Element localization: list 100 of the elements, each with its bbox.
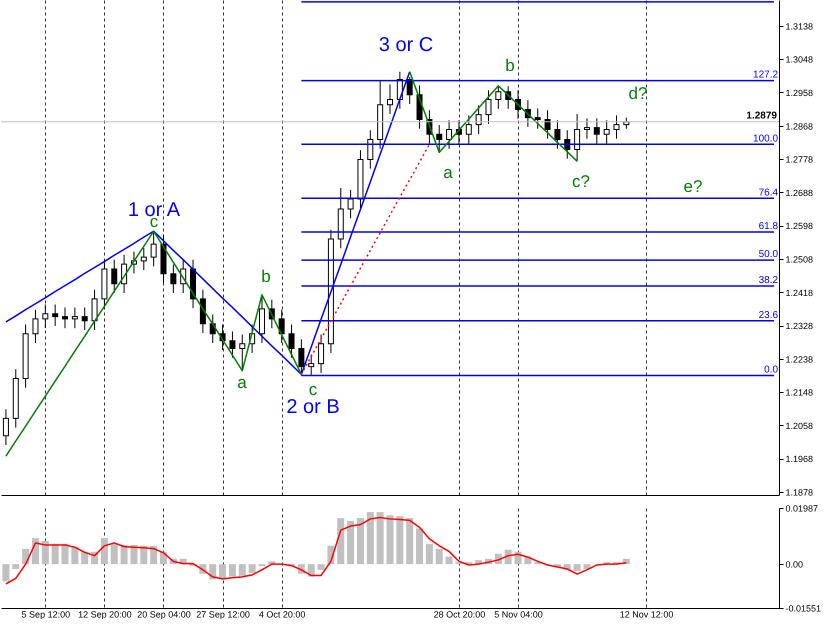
- bar: [32, 538, 39, 564]
- x-tick-label: 12 Sep 20:00: [78, 610, 132, 620]
- x-tick-label: 12 Nov 12:00: [620, 610, 674, 620]
- line-series: [408, 71, 578, 162]
- bar: [426, 544, 433, 564]
- y-tick-label: 1.2238: [786, 354, 814, 364]
- candlestick: [2, 408, 9, 446]
- line-series: [300, 144, 430, 376]
- annotation: 3 or C: [378, 34, 434, 56]
- bar: [81, 552, 88, 564]
- bar: [140, 546, 148, 564]
- bar: [238, 564, 246, 576]
- candlestick: [604, 120, 610, 144]
- y-tick-label: 1.2148: [786, 388, 814, 398]
- candlestick: [348, 189, 354, 219]
- annotation: d?: [628, 84, 648, 103]
- y-tick-label: 1.2508: [786, 254, 814, 264]
- y-tick-label: 0.00: [786, 560, 804, 570]
- bar: [376, 512, 384, 564]
- x-tick-label: 5 Nov 04:00: [494, 610, 543, 620]
- bar: [62, 544, 69, 564]
- candlestick: [72, 306, 78, 329]
- annotation: c?: [572, 172, 590, 191]
- candlestick: [52, 304, 58, 326]
- candlestick: [495, 85, 502, 110]
- x-tick-label: 28 Oct 20:00: [434, 610, 486, 620]
- y-tick-label: 0.01987: [786, 504, 818, 514]
- bar: [219, 564, 226, 580]
- candlestick: [170, 264, 176, 294]
- x-tick-label: 4 Oct 20:00: [258, 610, 306, 620]
- candlestick: [614, 114, 620, 140]
- annotation: b: [261, 267, 271, 286]
- y-tick-label: 1.1968: [786, 454, 814, 464]
- bar: [248, 564, 256, 573]
- annotation: 2 or B: [286, 396, 340, 418]
- candlestick: [62, 306, 68, 329]
- bar: [42, 540, 49, 564]
- y-tick-label: 1.3138: [786, 21, 814, 32]
- bar: [12, 564, 20, 569]
- y-tick-label: 1.2778: [786, 154, 814, 165]
- candlestick: [574, 113, 580, 162]
- candlestick: [466, 114, 472, 144]
- candlestick: [140, 247, 147, 271]
- bar: [120, 544, 128, 564]
- series-label: 23.6: [758, 310, 779, 321]
- y-tick-label: 1.2328: [786, 321, 814, 332]
- y-tick-label: 1.2688: [786, 188, 814, 198]
- candlestick: [476, 104, 482, 134]
- series-label: 76.4: [758, 187, 779, 198]
- candlestick: [288, 324, 295, 358]
- candlestick: [436, 124, 442, 153]
- candlestick: [121, 254, 128, 294]
- annotation: c: [308, 380, 318, 399]
- annotation: a: [443, 163, 454, 182]
- y-tick-label: 1.2868: [786, 121, 814, 132]
- candlestick: [318, 334, 324, 374]
- x-tick-label: 20 Sep 04:00: [137, 610, 191, 620]
- line-series: [5, 516, 628, 585]
- candlestick: [534, 108, 541, 130]
- bar: [406, 518, 414, 564]
- x-tick-label: 27 Sep 12:00: [196, 610, 250, 620]
- candlestick: [111, 259, 118, 294]
- candlestick: [82, 306, 88, 330]
- bar: [347, 520, 354, 564]
- bar: [110, 544, 118, 564]
- candlestick: [308, 354, 314, 376]
- bar: [2, 564, 10, 582]
- y-tick-label: -0.01551: [786, 604, 822, 614]
- bar: [337, 518, 344, 564]
- annotation: b: [505, 56, 515, 75]
- candlestick: [387, 84, 393, 114]
- candlestick: [92, 289, 98, 330]
- candlestick: [584, 118, 590, 140]
- bar: [416, 528, 424, 564]
- bar: [386, 515, 394, 564]
- bar: [100, 538, 108, 564]
- bar: [396, 516, 404, 564]
- bar: [366, 512, 374, 564]
- bar: [130, 544, 138, 564]
- bar: [356, 518, 364, 564]
- bar: [52, 544, 59, 564]
- candlestick: [150, 230, 157, 267]
- candlestick: [367, 130, 374, 170]
- bar: [436, 548, 443, 564]
- candlestick: [485, 90, 492, 124]
- series-label: 100.0: [753, 133, 779, 144]
- bar: [574, 564, 581, 571]
- y-tick-label: 1.3048: [786, 54, 814, 65]
- bar: [583, 564, 590, 569]
- bar: [71, 546, 78, 564]
- candlestick: [229, 330, 236, 358]
- candlestick: [32, 309, 38, 344]
- y-tick-label: 1.2058: [786, 420, 814, 431]
- series-label: 0.0: [764, 364, 779, 376]
- annotation: a: [237, 373, 248, 392]
- series-label: 127.2: [753, 70, 779, 81]
- candlestick: [594, 118, 600, 144]
- annotation: e?: [684, 177, 702, 196]
- series-label: 61.8: [758, 220, 779, 232]
- y-tick-label: 1.1878: [786, 488, 814, 498]
